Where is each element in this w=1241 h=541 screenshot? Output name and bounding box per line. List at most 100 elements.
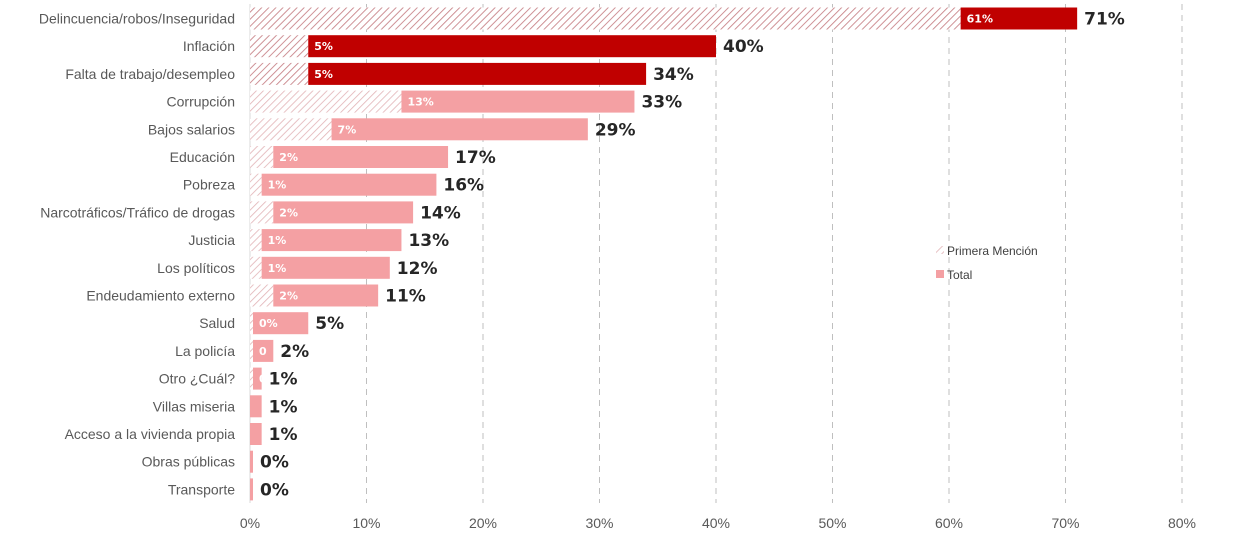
bar-total: [253, 312, 309, 335]
data-label-primera-mencion: 5%: [314, 68, 333, 81]
data-label-total: 1%: [269, 425, 298, 445]
data-label-total: 0%: [260, 453, 289, 473]
category-label: Narcotráficos/Tráfico de drogas: [40, 204, 235, 220]
category-label: Inflación: [183, 38, 235, 54]
legend: Primera Mención Total: [936, 244, 1038, 282]
bar-total: [250, 423, 262, 445]
x-tick-label: 0%: [240, 515, 260, 531]
bar-total: [308, 35, 716, 58]
legend-label-primera-mencion: Primera Mención: [947, 244, 1038, 258]
data-label-total: 0%: [260, 480, 289, 500]
data-label-total: 33%: [641, 93, 682, 113]
category-label: Los políticos: [157, 260, 235, 276]
legend-label-total: Total: [947, 268, 972, 282]
legend-swatch-primera-mencion: [936, 246, 944, 254]
data-label-primera-mencion: 7%: [338, 123, 357, 136]
x-tick-label: 70%: [1051, 515, 1079, 531]
category-label: Endeudamiento externo: [86, 288, 235, 304]
bar-total: [253, 339, 274, 362]
category-label: Obras públicas: [142, 454, 235, 470]
bar-total: [261, 173, 437, 196]
x-tick-label: 40%: [702, 515, 730, 531]
bar-primera-mencion: [250, 90, 402, 113]
category-label: Delincuencia/robos/Inseguridad: [39, 11, 235, 27]
bar-total: [261, 229, 402, 252]
data-label-primera-mencion: 5%: [314, 40, 333, 53]
category-label: Salud: [199, 315, 235, 331]
data-label-total: 1%: [269, 397, 298, 417]
bar-total: [308, 62, 647, 85]
x-tick-label: 50%: [818, 515, 846, 531]
bar-total: [253, 367, 262, 390]
category-label: La policía: [175, 343, 235, 359]
data-label-total: 1%: [269, 370, 298, 390]
legend-swatch-total: [936, 270, 944, 278]
category-label: Villas miseria: [153, 398, 235, 414]
x-tick-label: 60%: [935, 515, 963, 531]
bar-primera-mencion: [250, 339, 253, 362]
category-label: Transporte: [168, 481, 235, 497]
bar-total: [401, 90, 635, 113]
data-label-primera-mencion: 13%: [407, 96, 433, 109]
data-label-total: 14%: [420, 203, 461, 223]
bar-primera-mencion: [250, 284, 274, 307]
category-label: Acceso a la vivienda propia: [65, 426, 236, 442]
grid-lines: [249, 4, 1183, 503]
category-label: Justicia: [188, 232, 235, 248]
data-label-total: 16%: [443, 176, 484, 196]
category-label: Pobreza: [183, 177, 235, 193]
data-label-primera-mencion: 61%: [967, 13, 993, 26]
x-tick-label: 20%: [469, 515, 497, 531]
data-label-primera-mencion: 0: [259, 373, 267, 386]
bar-total: [273, 201, 414, 224]
category-label: Otro ¿Cuál?: [159, 371, 235, 387]
bar-primera-mencion: [250, 35, 309, 58]
bar-total: [960, 7, 1078, 30]
data-label-total: 12%: [397, 259, 438, 279]
data-label-total: 17%: [455, 148, 496, 168]
data-label-primera-mencion: 2%: [279, 206, 298, 219]
bar-primera-mencion: [250, 256, 262, 279]
data-label-total: 5%: [315, 314, 344, 334]
bar-primera-mencion: [250, 312, 253, 335]
x-tick-label: 10%: [352, 515, 380, 531]
bar-total: [273, 146, 449, 168]
data-label-primera-mencion: 0%: [259, 317, 278, 330]
data-label-total: 2%: [280, 342, 309, 362]
bar-primera-mencion: [250, 201, 274, 224]
data-label-primera-mencion: 2%: [279, 290, 298, 303]
bar-total: [261, 256, 390, 279]
bar-total: [273, 284, 379, 307]
bar-primera-mencion: [250, 7, 961, 30]
category-label: Educación: [170, 149, 235, 165]
data-label-primera-mencion: 2%: [279, 151, 298, 164]
x-axis-ticks: 0% 10% 20% 30% 40% 50% 60% 70% 80%: [240, 515, 1196, 531]
bar-total: [331, 118, 588, 141]
data-label-total: 40%: [723, 37, 764, 57]
category-labels: Delincuencia/robos/Inseguridad Inflación F…: [39, 11, 235, 498]
data-label-total: 11%: [385, 287, 426, 307]
bar-total: [250, 450, 253, 473]
data-label-total: 29%: [595, 120, 636, 140]
data-label-primera-mencion: 1%: [268, 234, 287, 247]
data-label-total: 13%: [408, 231, 449, 251]
data-label-primera-mencion: 1%: [268, 262, 287, 275]
data-label-primera-mencion: 0: [259, 345, 267, 358]
bar-primera-mencion: [250, 173, 262, 196]
bars: 61% 71% 5% 40% 5% 34% 13% 33% 7% 29% 2% 17% 1% 16% 2% 1…: [250, 7, 1125, 501]
bar-total: [250, 478, 253, 501]
category-label: Bajos salarios: [148, 121, 235, 137]
bar-primera-mencion: [250, 229, 262, 252]
data-label-primera-mencion: 1%: [268, 179, 287, 192]
category-label: Falta de trabajo/desempleo: [65, 66, 235, 82]
data-label-total: 71%: [1084, 10, 1125, 30]
data-label-total: 34%: [653, 65, 694, 85]
x-tick-label: 80%: [1168, 515, 1196, 531]
x-tick-label: 30%: [585, 515, 613, 531]
bar-primera-mencion: [250, 118, 332, 141]
category-label: Corrupción: [167, 94, 235, 110]
bar-primera-mencion: [250, 367, 253, 390]
bar-primera-mencion: [250, 146, 274, 168]
bar-primera-mencion: [250, 62, 309, 85]
